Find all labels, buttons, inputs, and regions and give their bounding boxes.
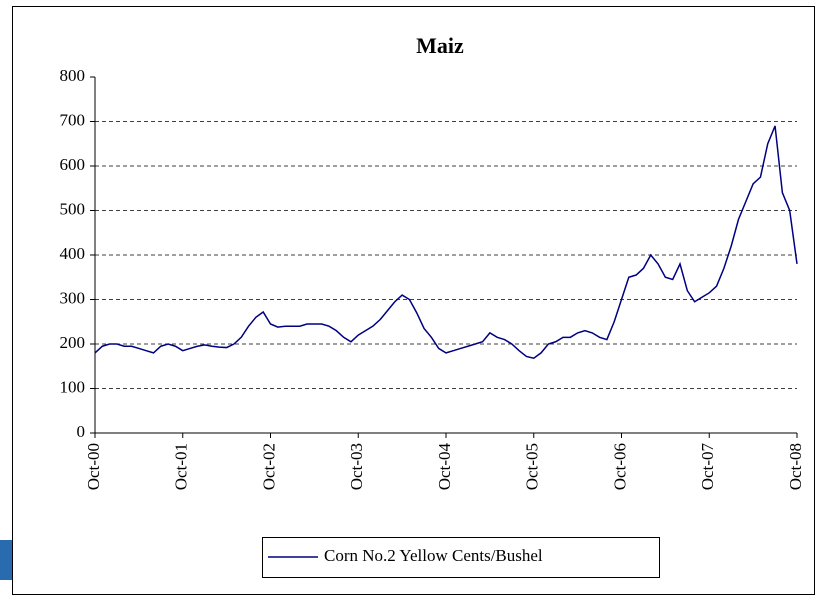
x-tick-label: Oct-07 [698,443,717,491]
x-tick-label: Oct-00 [84,443,103,490]
y-tick-label: 500 [60,199,86,218]
x-tick-label: Oct-02 [259,443,278,490]
legend-label: Corn No.2 Yellow Cents/Bushel [324,546,543,565]
y-tick-label: 0 [77,422,86,441]
x-tick-label: Oct-05 [523,443,542,490]
y-tick-label: 300 [60,288,86,307]
chart-frame [12,6,815,595]
x-tick-label: Oct-06 [610,443,629,490]
x-tick-label: Oct-01 [172,443,191,490]
x-tick-label: Oct-08 [786,443,805,490]
y-tick-label: 100 [60,377,86,396]
y-tick-label: 800 [60,66,86,85]
chart-title: Maiz [416,33,464,58]
y-tick-label: 700 [60,110,86,129]
y-tick-label: 600 [60,155,86,174]
y-tick-label: 400 [60,244,86,263]
x-tick-label: Oct-04 [435,443,454,491]
y-tick-label: 200 [60,333,86,352]
background-decoration [0,540,12,580]
line-series [94,125,798,360]
legend [262,537,660,578]
x-tick-label: Oct-03 [347,443,366,490]
